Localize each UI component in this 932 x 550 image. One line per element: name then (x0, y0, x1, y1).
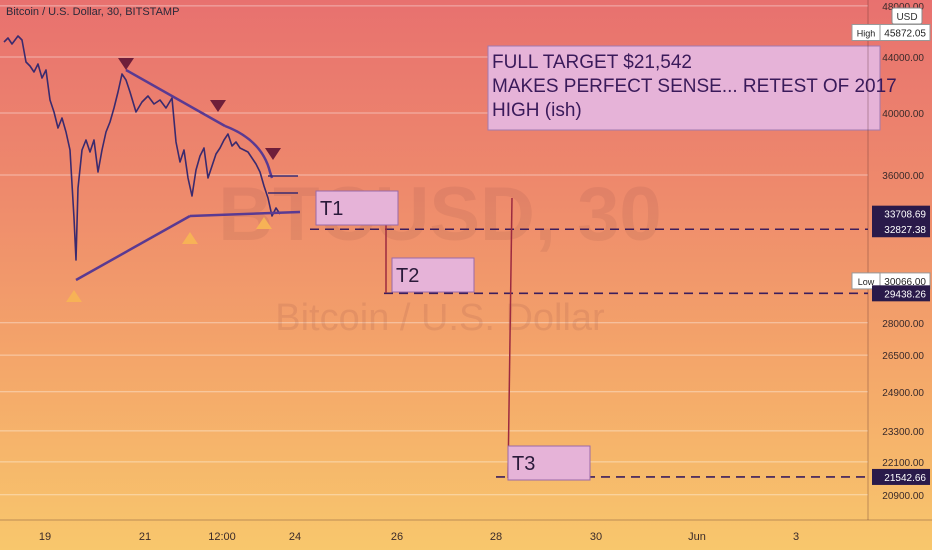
price-tag-value: 45872.05 (884, 28, 926, 39)
descending-trendline (125, 68, 226, 128)
target-label: T1 (320, 198, 343, 220)
price-tag-value: 33708.69 (884, 210, 926, 221)
watermark-name: Bitcoin / U.S. Dollar (275, 297, 605, 339)
grid-lines (0, 5, 868, 496)
target-box-rect (315, 190, 399, 226)
curved-trendline (224, 124, 274, 179)
high-badge (851, 23, 881, 41)
price-tag-value: 29438.26 (884, 289, 926, 300)
x-tick-label: 19 (39, 531, 51, 543)
annotation-line: MAKES PERFECT SENSE... RETEST OF 2017 (492, 76, 897, 97)
triangle-up-marker (182, 232, 198, 244)
price-line (3, 35, 281, 261)
target-box-t3: T3 (507, 445, 591, 481)
x-tick-label: 30 (590, 531, 602, 543)
x-tick-label: 21 (139, 531, 151, 543)
drop-line-t3 (507, 197, 513, 479)
annotation-box: FULL TARGET $21,542 MAKES PERFECT SENSE..… (487, 45, 897, 131)
watermark-symbol: BTCUSD, 30 (218, 172, 661, 257)
high-badge-label: High (857, 28, 876, 38)
y-tick-label: 44000.00 (882, 53, 924, 64)
x-tick-label: 24 (289, 531, 301, 543)
annotation-line: FULL TARGET $21,542 (492, 52, 692, 73)
price-tag-value: 21542.66 (884, 473, 926, 484)
target-box-rect (391, 257, 475, 293)
y-tick-label: 26500.00 (882, 351, 924, 362)
y-tick-label: 28000.00 (882, 319, 924, 330)
target-label: T2 (396, 265, 419, 287)
t3-price-tag: 21542.66 (872, 468, 930, 485)
t2-price-tag: 29438.26 (872, 285, 930, 302)
price-tag-value: 32827.38 (884, 225, 926, 236)
target-box-t1: T1 (315, 190, 399, 226)
x-tick-label: 28 (490, 531, 502, 543)
price-tag-value: 30066.00 (884, 277, 926, 288)
price-tag-bg (872, 205, 930, 222)
y-tick-label: 23300.00 (882, 427, 924, 438)
x-axis: 19 21 12:00 24 26 28 30 Jun 3 (0, 519, 932, 543)
x-tick-label: 26 (391, 531, 403, 543)
t1-price-tag: 32827.38 (872, 221, 930, 238)
high-price-tag: 45872.05 High (851, 23, 931, 41)
triangle-up-marker (66, 290, 82, 302)
low-price-tag: 30066.00 Low (851, 272, 931, 290)
y-tick-label: 36000.00 (882, 171, 924, 182)
target-box-t2: T2 (391, 257, 475, 293)
price-tag-bg (872, 285, 930, 302)
x-tick-label: Jun (688, 531, 706, 543)
trend-lines (75, 68, 301, 282)
price-tag-bg (872, 221, 930, 238)
y-tick-label: 24900.00 (882, 388, 924, 399)
triangle-down-marker (265, 148, 281, 160)
currency-label: USD (896, 12, 917, 23)
y-axis: 48000.00 44000.00 40000.00 36000.00 28000.00… (867, 0, 924, 520)
ascending-trendline (75, 214, 191, 282)
price-tag-bg (872, 468, 930, 485)
triangle-down-marker (210, 100, 226, 112)
y-tick-label: 48000.00 (882, 2, 924, 13)
annotation-rect (487, 45, 881, 131)
target-label: T3 (512, 453, 535, 475)
triangle-up-marker (256, 217, 272, 229)
triangle-down-marker (118, 58, 134, 70)
y-tick-label: 22100.00 (882, 458, 924, 469)
low-badge (851, 272, 881, 290)
x-tick-label: 3 (793, 531, 799, 543)
annotation-line: HIGH (ish) (492, 100, 582, 121)
chart-title: Bitcoin / U.S. Dollar, 30, BITSTAMP (6, 6, 180, 18)
y-tick-label: 20900.00 (882, 491, 924, 502)
support-line (189, 210, 301, 218)
low-badge-label: Low (858, 277, 875, 287)
target-box-rect (507, 445, 591, 481)
y-tick-label: 40000.00 (882, 109, 924, 120)
x-tick-label: 12:00 (208, 531, 236, 543)
